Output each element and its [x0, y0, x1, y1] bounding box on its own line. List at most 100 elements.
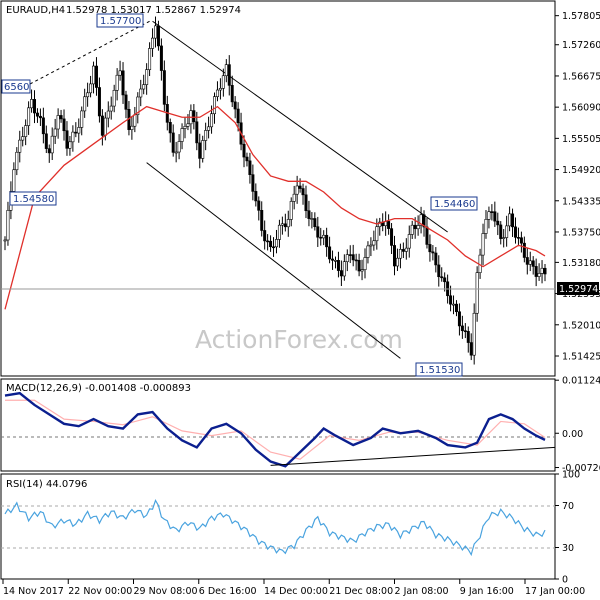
candle: [513, 217, 517, 244]
macd-main-line: [4, 391, 546, 468]
current-price-tag: [557, 282, 599, 295]
candle: [24, 119, 28, 146]
candle: [531, 256, 535, 275]
candle: [484, 210, 488, 239]
candle: [274, 229, 278, 254]
candle: [286, 210, 290, 237]
rsi-tick-label: 100: [562, 470, 580, 481]
price-tick-label: 1.56090: [562, 103, 600, 114]
channel-lines: [146, 20, 448, 359]
rsi-series-line: [4, 498, 546, 557]
candle: [21, 126, 25, 147]
candle: [460, 315, 464, 339]
ohlc-readout: 1.52978 1.53017 1.52867 1.52974: [66, 5, 241, 16]
candle: [301, 183, 305, 205]
time-tick-label: 29 Nov 08:00: [134, 586, 198, 597]
candle: [516, 227, 520, 247]
candle: [499, 221, 503, 245]
candle: [351, 244, 355, 267]
candle: [457, 303, 461, 336]
candle: [543, 264, 547, 282]
candle: [3, 236, 7, 251]
candle: [325, 227, 329, 257]
candle: [410, 220, 414, 239]
candle: [357, 253, 361, 277]
candle: [292, 185, 296, 210]
candle: [434, 247, 438, 273]
rsi-tick-label: 70: [562, 501, 574, 512]
candle: [92, 61, 96, 94]
candle: [263, 220, 267, 250]
candle: [316, 216, 320, 247]
annot-low-left: 1.54580: [13, 194, 54, 205]
candle: [431, 245, 435, 261]
candle: [336, 251, 340, 278]
candle: [68, 135, 72, 156]
macd-tick-label: 0.00: [562, 429, 583, 440]
candle: [236, 102, 240, 132]
candle: [363, 248, 367, 279]
candle: [348, 245, 352, 264]
candle: [360, 259, 364, 281]
candles: [3, 16, 547, 365]
candle: [466, 326, 470, 353]
candle: [369, 237, 373, 257]
candle: [540, 260, 544, 284]
candle: [372, 230, 376, 251]
candle: [18, 130, 22, 163]
time-tick-label: 14 Nov 2017: [3, 586, 64, 597]
candle: [242, 135, 246, 168]
rsi-label: RSI(14) 44.0796: [6, 479, 87, 490]
candle: [378, 217, 382, 236]
annot-swing-high-box: [430, 196, 478, 211]
annot-high-box: [96, 13, 144, 28]
candle: [496, 212, 500, 236]
candle: [86, 82, 90, 107]
rsi-panel: [0, 473, 556, 580]
candle: [71, 125, 75, 152]
channel-upper: [152, 20, 448, 233]
candle: [159, 38, 163, 81]
candle: [401, 242, 405, 259]
candle: [443, 272, 447, 292]
candle: [218, 78, 222, 100]
candle: [422, 210, 426, 237]
candle: [245, 152, 249, 167]
candle: [505, 215, 509, 247]
candle: [508, 206, 512, 232]
candle: [145, 63, 149, 95]
candle: [221, 68, 225, 97]
candle: [313, 212, 317, 231]
macd-trendline: [270, 446, 556, 466]
price-panel: [0, 0, 556, 377]
dashed-trendline: [29, 19, 153, 85]
price-annotations: 1.57700 6560 1.54580 1.54460 1.51530: [1, 13, 478, 377]
watermark: ActionForex.com: [195, 325, 403, 354]
time-tick-label: 9 Jan 16:00: [460, 586, 514, 597]
candle: [65, 121, 69, 156]
candle: [437, 255, 441, 287]
candle: [277, 219, 281, 248]
candle: [469, 333, 473, 361]
candle: [472, 303, 476, 365]
candle: [319, 227, 323, 246]
candle: [100, 109, 104, 146]
candle: [398, 243, 402, 269]
price-tick-label: 1.56675: [562, 71, 600, 82]
candle: [6, 201, 10, 246]
candle: [183, 116, 187, 139]
time-tick-label: 2 Jan 08:00: [395, 586, 449, 597]
candle: [130, 116, 134, 140]
annot-left-box: [1, 79, 31, 94]
candle: [94, 57, 98, 96]
candle: [345, 249, 349, 272]
candle: [162, 60, 166, 112]
candle: [487, 206, 491, 229]
candle: [233, 96, 237, 119]
candle: [174, 141, 178, 163]
candle: [153, 16, 157, 48]
candle: [322, 230, 326, 246]
candle: [201, 135, 205, 163]
candle: [490, 204, 494, 221]
rsi-tick-label: 0: [562, 575, 568, 586]
